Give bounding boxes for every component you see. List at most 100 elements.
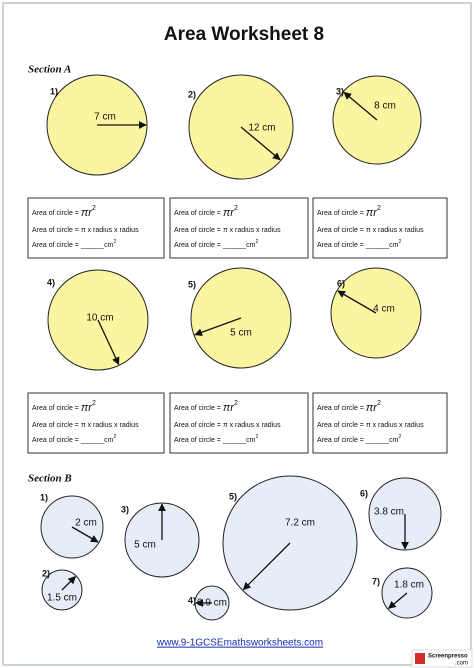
formula-box	[312, 392, 448, 454]
formula-power: 2	[114, 239, 117, 245]
formula-text: Area of circle =	[174, 405, 221, 412]
radius-arrow	[71, 526, 99, 543]
radius-arrow	[97, 319, 120, 366]
formula-text: Area of circle = π x radius x radius	[174, 422, 281, 429]
question-number: 5)	[188, 279, 196, 289]
footer-link[interactable]: www.9-1GCSEmathsworksheets.com	[156, 638, 323, 649]
radius-arrow	[194, 317, 242, 337]
radius-label: 1.5 cm	[47, 593, 77, 604]
radius-label: 7.2 cm	[285, 518, 315, 529]
formula-text: Area of circle = πr2	[317, 205, 381, 219]
radius-arrow	[388, 592, 408, 609]
watermark-text: .com	[455, 661, 468, 667]
radius-arrow	[343, 91, 378, 121]
formula-power: 2	[399, 434, 402, 440]
radius-arrow	[337, 290, 377, 314]
watermark-text: Screenpresso	[428, 654, 468, 660]
question-number: 7)	[372, 576, 380, 586]
formula-power: 2	[114, 434, 117, 440]
formula-power: 2	[234, 205, 238, 212]
radius-arrow	[61, 576, 76, 591]
formula-text: Area of circle = π x radius x radius	[174, 227, 281, 234]
title: Area Worksheet 8	[164, 24, 324, 45]
formula-text: Area of circle = ______cm2	[317, 239, 402, 249]
question-number: 5)	[229, 491, 237, 501]
radius-arrow	[240, 126, 281, 161]
radius-label: 5 cm	[134, 540, 156, 551]
radius-label: 5 cm	[230, 328, 252, 339]
formula-text: Area of circle = πr2	[174, 400, 238, 414]
formula-box	[169, 197, 309, 259]
formula-text: Area of circle = ______cm	[317, 437, 399, 444]
formula-text: Area of circle = πr2	[32, 205, 96, 219]
question-number: 2)	[42, 568, 50, 578]
radius-arrow	[242, 542, 291, 591]
formula: πr	[81, 207, 93, 219]
formula-text: Area of circle =	[174, 210, 221, 217]
radius-label: 12 cm	[248, 123, 275, 134]
formula-text: Area of circle = πr2	[317, 400, 381, 414]
formula-text: Area of circle = ______cm2	[32, 239, 117, 249]
formula-box	[312, 197, 448, 259]
question-number: 2)	[188, 89, 196, 99]
question-number: 1)	[50, 86, 58, 96]
formula-text: Area of circle = ______cm	[32, 437, 114, 444]
formula-power: 2	[92, 400, 96, 407]
formula-text: Area of circle = πr2	[174, 205, 238, 219]
radius-label: 2 cm	[75, 518, 97, 529]
formula: πr	[366, 402, 378, 414]
formula: πr	[223, 207, 235, 219]
formula: πr	[81, 402, 93, 414]
formula-text: Area of circle = ______cm2	[174, 239, 259, 249]
radius-label: 4 cm	[373, 304, 395, 315]
formula-power: 2	[377, 205, 381, 212]
formula-text: Area of circle = ______cm2	[32, 434, 117, 444]
question-number: 4)	[47, 277, 55, 287]
formula-power: 2	[256, 239, 259, 245]
formula-text: Area of circle = ______cm	[174, 242, 256, 249]
formula-text: Area of circle =	[32, 405, 79, 412]
radius-label: 10 cm	[86, 313, 113, 324]
question-number: 3)	[121, 504, 129, 514]
formula-text: Area of circle = ______cm	[174, 437, 256, 444]
watermark-icon	[415, 653, 425, 664]
formula-text: Area of circle = π x radius x radius	[317, 422, 424, 429]
formula-box	[169, 392, 309, 454]
radius-label: 0.9 cm	[197, 598, 227, 609]
formula-text: Area of circle = ______cm2	[317, 434, 402, 444]
formula-power: 2	[92, 205, 96, 212]
radius-label: 8 cm	[374, 101, 396, 112]
formula-power: 2	[256, 434, 259, 440]
section-heading: Section A	[28, 64, 71, 76]
formula-text: Area of circle = π x radius x radius	[32, 422, 139, 429]
question-number: 6)	[360, 488, 368, 498]
formula-text: Area of circle = πr2	[32, 400, 96, 414]
question-number: 4)	[188, 595, 196, 605]
radius-label: 3.8 cm	[374, 507, 404, 518]
radius-label: 1.8 cm	[394, 580, 424, 591]
formula-power: 2	[377, 400, 381, 407]
formula-power: 2	[399, 239, 402, 245]
question-number: 1)	[40, 492, 48, 502]
formula-text: Area of circle = ______cm	[32, 242, 114, 249]
question-number: 6)	[337, 278, 345, 288]
formula-text: Area of circle = π x radius x radius	[317, 227, 424, 234]
question-number: 3)	[336, 86, 344, 96]
formula-power: 2	[234, 400, 238, 407]
formula-box	[27, 392, 165, 454]
formula-text: Area of circle = π x radius x radius	[32, 227, 139, 234]
radius-label: 7 cm	[94, 112, 116, 123]
section-heading: Section B	[28, 473, 72, 485]
formula-text: Area of circle =	[317, 405, 364, 412]
formula-text: Area of circle =	[317, 210, 364, 217]
watermark-box	[411, 649, 473, 668]
formula-text: Area of circle = ______cm	[317, 242, 399, 249]
formula-text: Area of circle =	[32, 210, 79, 217]
formula: πr	[223, 402, 235, 414]
formula-text: Area of circle = ______cm2	[174, 434, 259, 444]
formula: πr	[366, 207, 378, 219]
formula-box	[27, 197, 165, 259]
